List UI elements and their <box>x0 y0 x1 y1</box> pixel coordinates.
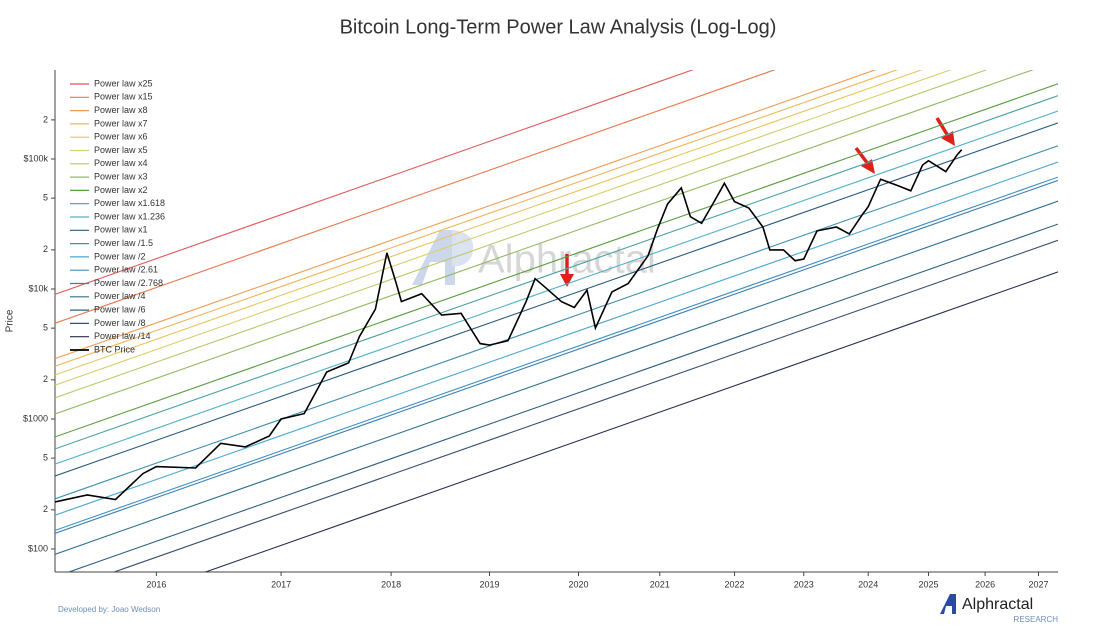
y-tick-label: $1000 <box>23 413 48 423</box>
power-law-line <box>55 83 1058 438</box>
legend-label: Power law x8 <box>94 105 148 115</box>
x-tick-label: 2026 <box>975 579 995 589</box>
y-tick-label: 2 <box>43 504 48 514</box>
y-tick-label: 5 <box>43 323 48 333</box>
power-law-line <box>55 200 1058 555</box>
power-law-line <box>55 110 1058 465</box>
logo: Alphractal <box>962 596 1033 613</box>
power-law-line <box>55 179 1058 534</box>
power-law-line <box>55 70 776 324</box>
y-tick-label: 5 <box>43 193 48 203</box>
legend-label: Power law x25 <box>94 78 153 88</box>
legend: Power law x25 Power law x15 Power law x8 Po… <box>70 78 165 354</box>
x-tick-label: 2022 <box>725 579 745 589</box>
power-law-line <box>55 70 923 376</box>
x-tick-label: 2025 <box>918 579 938 589</box>
legend-label: Power law /2 <box>94 251 146 261</box>
plot-area <box>55 70 1058 572</box>
y-tick-label: $100 <box>28 543 48 553</box>
annotation-arrows <box>560 117 955 287</box>
legend-label: Power law x2 <box>94 185 148 195</box>
power-law-line <box>55 145 1058 500</box>
y-tick-label: 2 <box>43 244 48 254</box>
legend-label: Power law /1.5 <box>94 238 153 248</box>
x-tick-label: 2020 <box>569 579 589 589</box>
legend-label: Power law x15 <box>94 92 153 102</box>
x-tick-label: 2018 <box>381 579 401 589</box>
legend-label: Power law x3 <box>94 171 148 181</box>
power-law-line <box>55 122 1058 477</box>
legend-label: Power law /2.768 <box>94 278 163 288</box>
legend-label: Power law x6 <box>94 132 148 142</box>
legend-label: Power law /8 <box>94 318 146 328</box>
power-law-line <box>55 70 899 367</box>
y-tick-label: 2 <box>43 374 48 384</box>
legend-label: Power law /4 <box>94 291 146 301</box>
power-law-line <box>112 239 1058 572</box>
legend-label: BTC Price <box>94 344 135 354</box>
logo-sub: RESEARCH <box>1014 615 1059 624</box>
power-law-line <box>67 223 1058 572</box>
power-law-line <box>55 70 1034 415</box>
x-tick-label: 2023 <box>794 579 814 589</box>
power-law-line <box>203 271 1058 572</box>
legend-label: Power law /2.61 <box>94 265 158 275</box>
x-tick-label: 2027 <box>1028 579 1048 589</box>
power-law-line <box>55 95 1058 450</box>
legend-label: Power law x4 <box>94 158 148 168</box>
legend-label: Power law x5 <box>94 145 148 155</box>
power-law-line <box>55 70 988 399</box>
power-law-line <box>55 70 694 295</box>
legend-label: Power law x1.236 <box>94 211 165 221</box>
y-tick-label: 2 <box>43 114 48 124</box>
x-tick-label: 2016 <box>146 579 166 589</box>
power-law-line <box>55 161 1058 516</box>
logo-icon <box>940 594 956 614</box>
chart-title: Bitcoin Long-Term Power Law Analysis (Lo… <box>340 16 777 38</box>
x-tick-label: 2024 <box>858 579 878 589</box>
power-law-line <box>55 70 952 386</box>
legend-label: Power law /6 <box>94 304 146 314</box>
price-line <box>55 149 963 503</box>
y-axis-label: Price <box>5 309 16 332</box>
y-tick-label: $10k <box>28 283 48 293</box>
credit: Developed by: Joao Wedson <box>58 605 160 614</box>
power-law-line <box>55 176 1058 531</box>
y-tick-label: 5 <box>43 452 48 462</box>
x-tick-label: 2019 <box>479 579 499 589</box>
legend-label: Power law x1.618 <box>94 198 165 208</box>
x-tick-label: 2021 <box>650 579 670 589</box>
legend-label: Power law /14 <box>94 331 151 341</box>
x-tick-label: 2017 <box>271 579 291 589</box>
power-law-line <box>55 70 877 360</box>
y-tick-label: $100k <box>23 153 48 163</box>
legend-label: Power law x7 <box>94 118 148 128</box>
legend-label: Power law x1 <box>94 225 148 235</box>
